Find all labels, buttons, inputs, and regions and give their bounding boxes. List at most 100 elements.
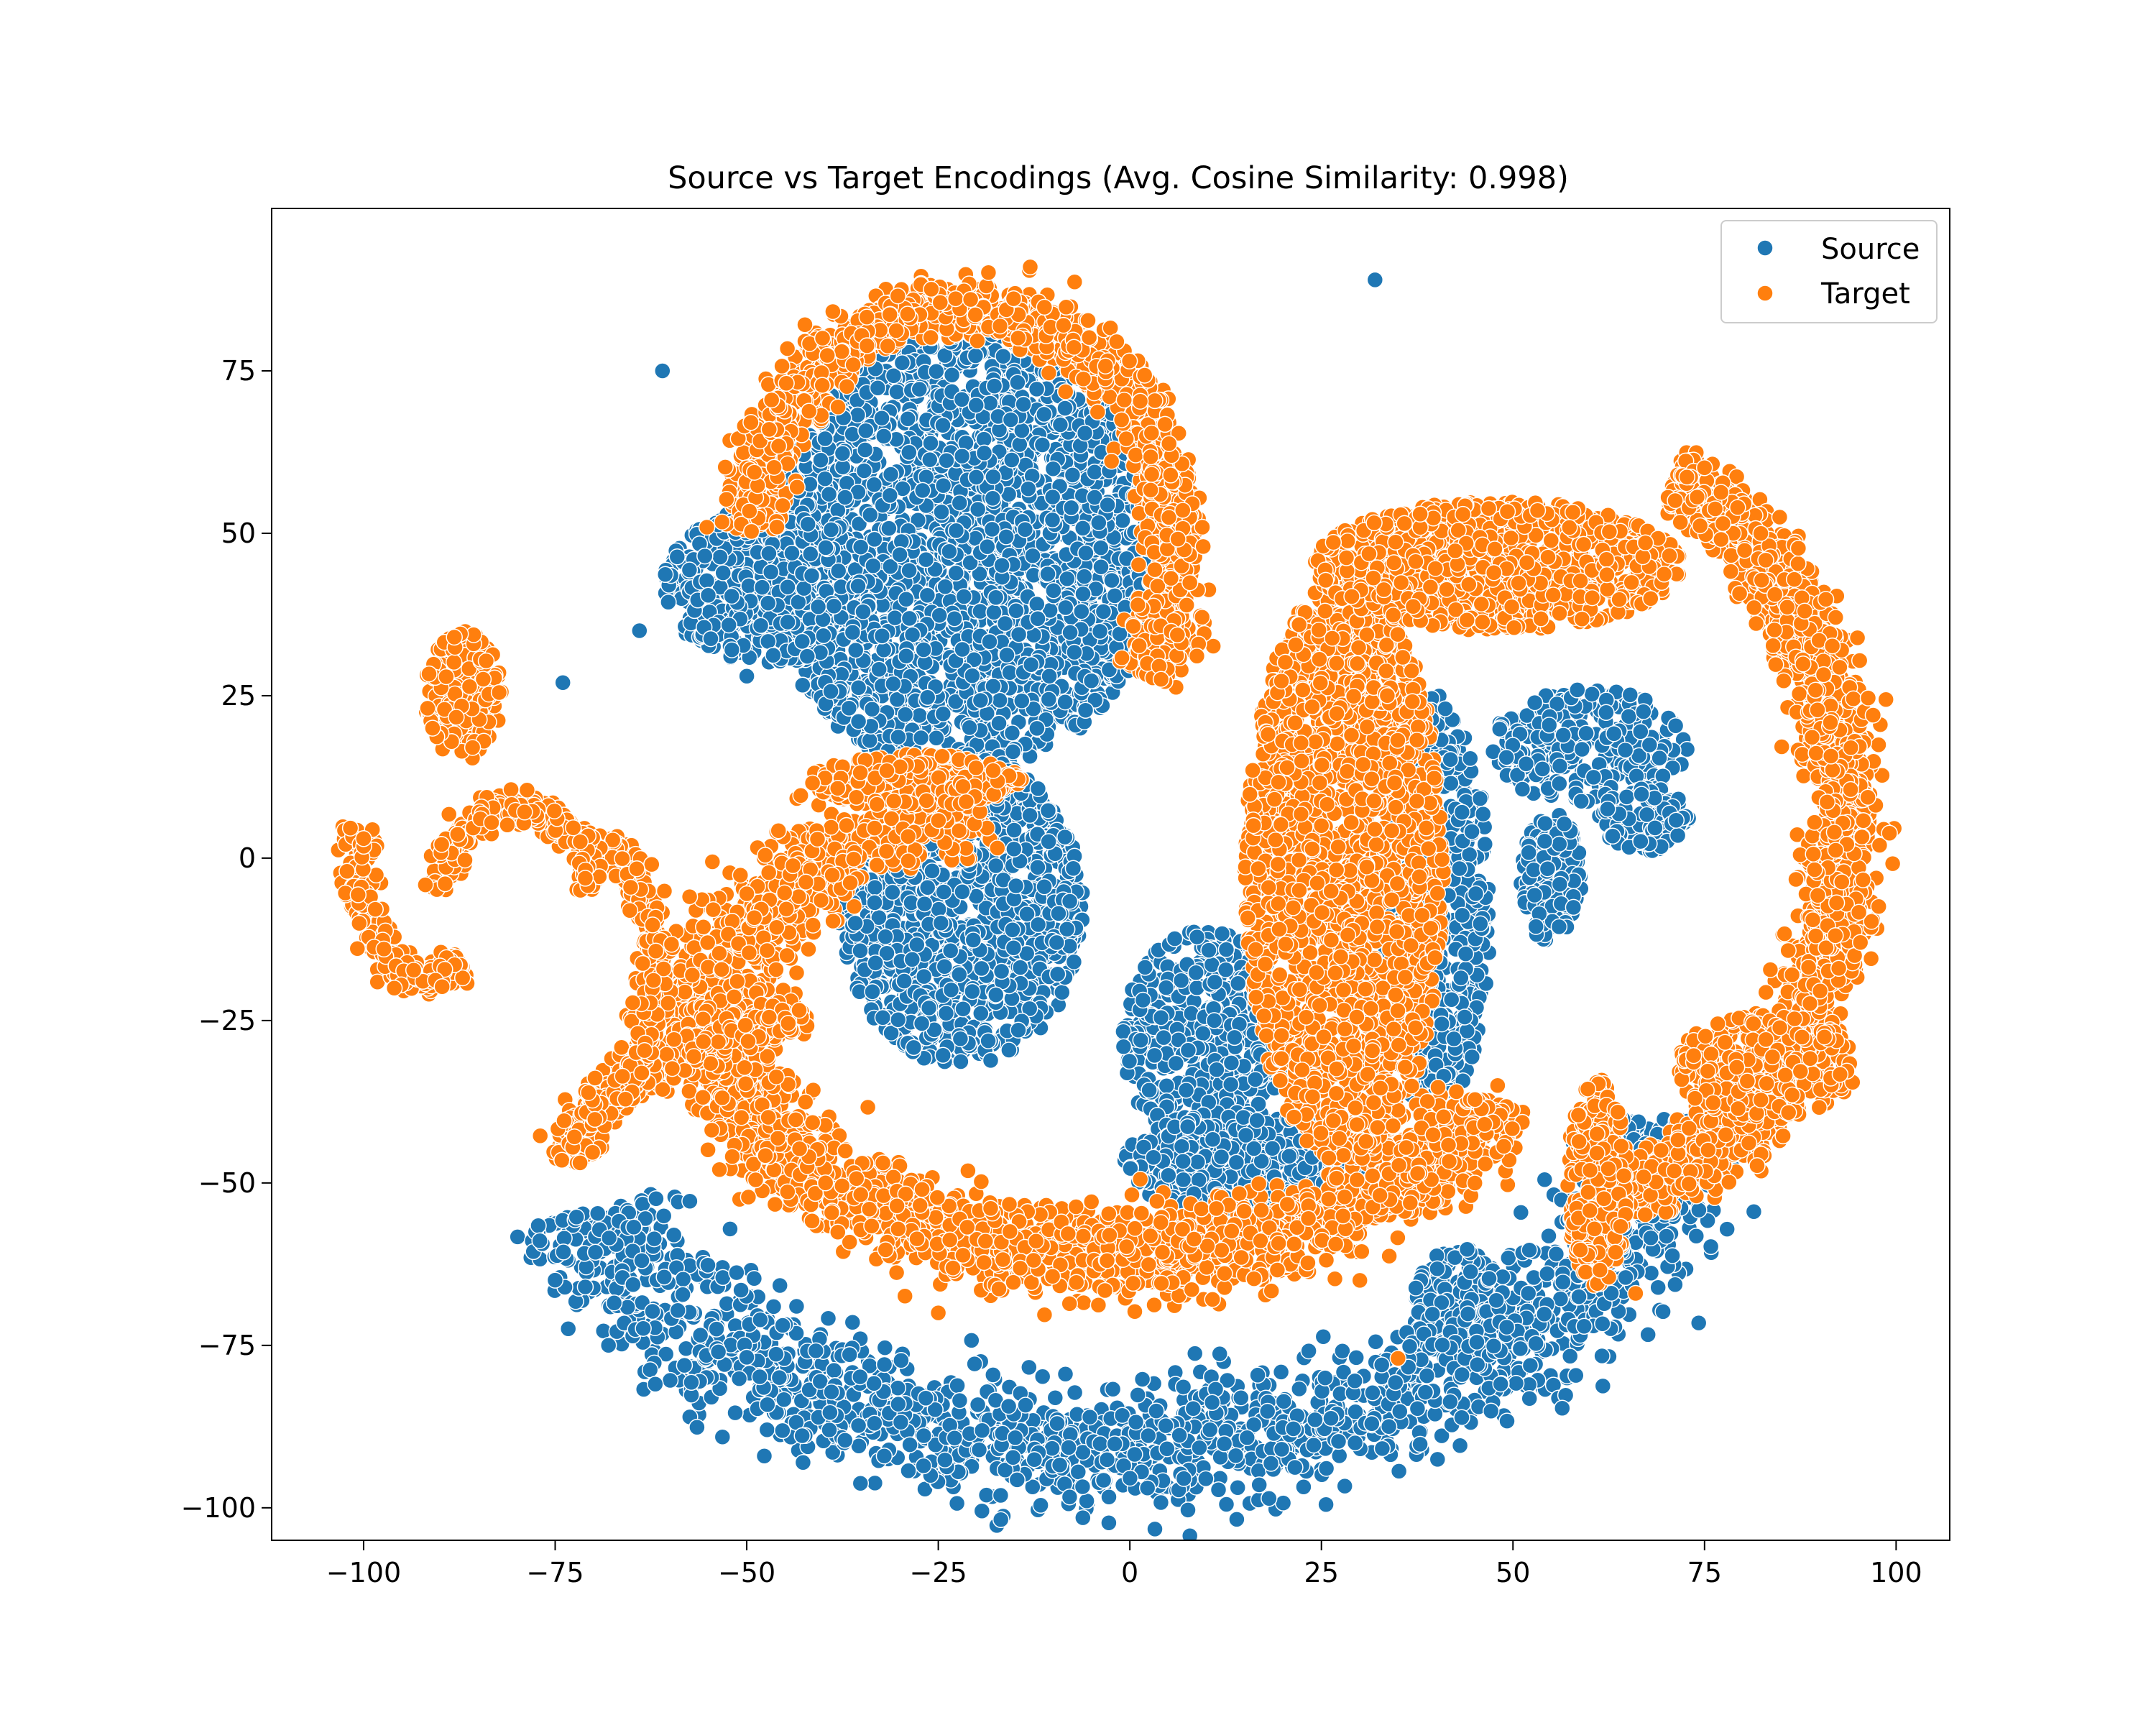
data-point — [870, 661, 888, 678]
data-point — [967, 396, 985, 414]
data-point — [932, 914, 950, 932]
data-point — [920, 999, 938, 1017]
data-point — [723, 587, 740, 605]
data-point — [911, 707, 929, 724]
data-point — [953, 391, 971, 408]
data-point — [955, 588, 973, 605]
data-point — [917, 551, 935, 569]
data-point — [954, 883, 971, 901]
data-point — [1045, 582, 1062, 599]
data-point — [1222, 1075, 1240, 1093]
data-point — [996, 615, 1014, 632]
data-point — [822, 683, 839, 700]
data-point — [866, 530, 883, 548]
data-point — [998, 646, 1015, 664]
data-point — [982, 1052, 1000, 1070]
data-point — [1003, 451, 1021, 469]
data-point — [947, 564, 964, 582]
data-point — [1095, 603, 1112, 620]
data-point — [1155, 1029, 1172, 1046]
data-point — [723, 641, 741, 658]
data-point — [1194, 1025, 1212, 1042]
data-point — [943, 367, 961, 384]
data-point — [911, 380, 929, 398]
data-point — [942, 981, 960, 998]
data-point — [857, 441, 874, 459]
data-point — [995, 348, 1012, 365]
data-point — [1010, 626, 1028, 643]
data-point — [834, 445, 852, 462]
data-point — [1174, 1153, 1192, 1170]
data-point — [1010, 1021, 1027, 1039]
data-point — [882, 466, 900, 483]
data-point — [752, 617, 770, 635]
data-point — [946, 610, 963, 627]
data-point — [865, 557, 882, 574]
data-point — [1263, 1140, 1281, 1157]
data-point — [1076, 568, 1093, 585]
data-point — [1206, 973, 1224, 991]
data-point — [895, 972, 913, 990]
data-point — [1115, 1038, 1133, 1055]
data-point — [793, 632, 811, 650]
data-point — [918, 879, 936, 896]
data-point — [889, 1011, 907, 1029]
data-point — [985, 468, 1002, 486]
data-point — [1222, 1054, 1240, 1072]
data-point — [893, 354, 911, 372]
data-point — [1040, 691, 1058, 708]
data-point — [1074, 520, 1092, 537]
data-point — [1056, 599, 1074, 617]
data-point — [1237, 1126, 1255, 1144]
data-point — [991, 691, 1008, 709]
data-point — [1132, 1031, 1150, 1049]
data-point — [815, 627, 832, 645]
data-point — [1146, 1046, 1164, 1064]
data-point — [1212, 1148, 1230, 1166]
data-point — [913, 1015, 931, 1032]
data-point — [825, 597, 843, 615]
data-point — [1189, 1153, 1207, 1171]
data-point — [947, 522, 965, 540]
data-point — [794, 676, 811, 694]
data-point — [803, 567, 821, 584]
data-point — [1011, 959, 1029, 976]
data-point — [923, 862, 941, 880]
data-point — [840, 699, 858, 717]
data-point — [1076, 424, 1094, 442]
data-point — [987, 589, 1005, 606]
data-point — [1056, 693, 1074, 711]
data-point — [1208, 1061, 1225, 1078]
data-point — [1248, 1112, 1266, 1129]
data-point — [1158, 1077, 1176, 1095]
data-point — [1029, 916, 1047, 934]
data-point — [1090, 514, 1107, 531]
data-point — [967, 469, 985, 486]
data-point — [1044, 511, 1061, 529]
data-point — [711, 548, 729, 566]
data-point — [874, 1009, 892, 1026]
data-point — [849, 406, 867, 424]
data-point — [681, 561, 699, 579]
data-point — [783, 544, 801, 562]
data-point — [964, 983, 981, 1000]
data-point — [1004, 921, 1021, 939]
data-point — [1082, 672, 1100, 689]
data-point — [1040, 833, 1057, 850]
data-point — [935, 883, 952, 901]
data-point — [857, 422, 875, 440]
data-point — [896, 706, 914, 723]
data-point — [1066, 643, 1083, 661]
data-point — [938, 452, 955, 469]
data-point — [905, 1039, 923, 1057]
data-point — [934, 417, 952, 434]
data-point — [900, 610, 918, 627]
data-point — [864, 983, 881, 1000]
data-point — [928, 363, 945, 380]
data-point — [1103, 571, 1120, 589]
data-point — [1039, 565, 1056, 583]
data-point — [1091, 622, 1109, 640]
data-point — [844, 623, 862, 641]
data-point — [1005, 822, 1023, 839]
data-point — [866, 878, 884, 896]
